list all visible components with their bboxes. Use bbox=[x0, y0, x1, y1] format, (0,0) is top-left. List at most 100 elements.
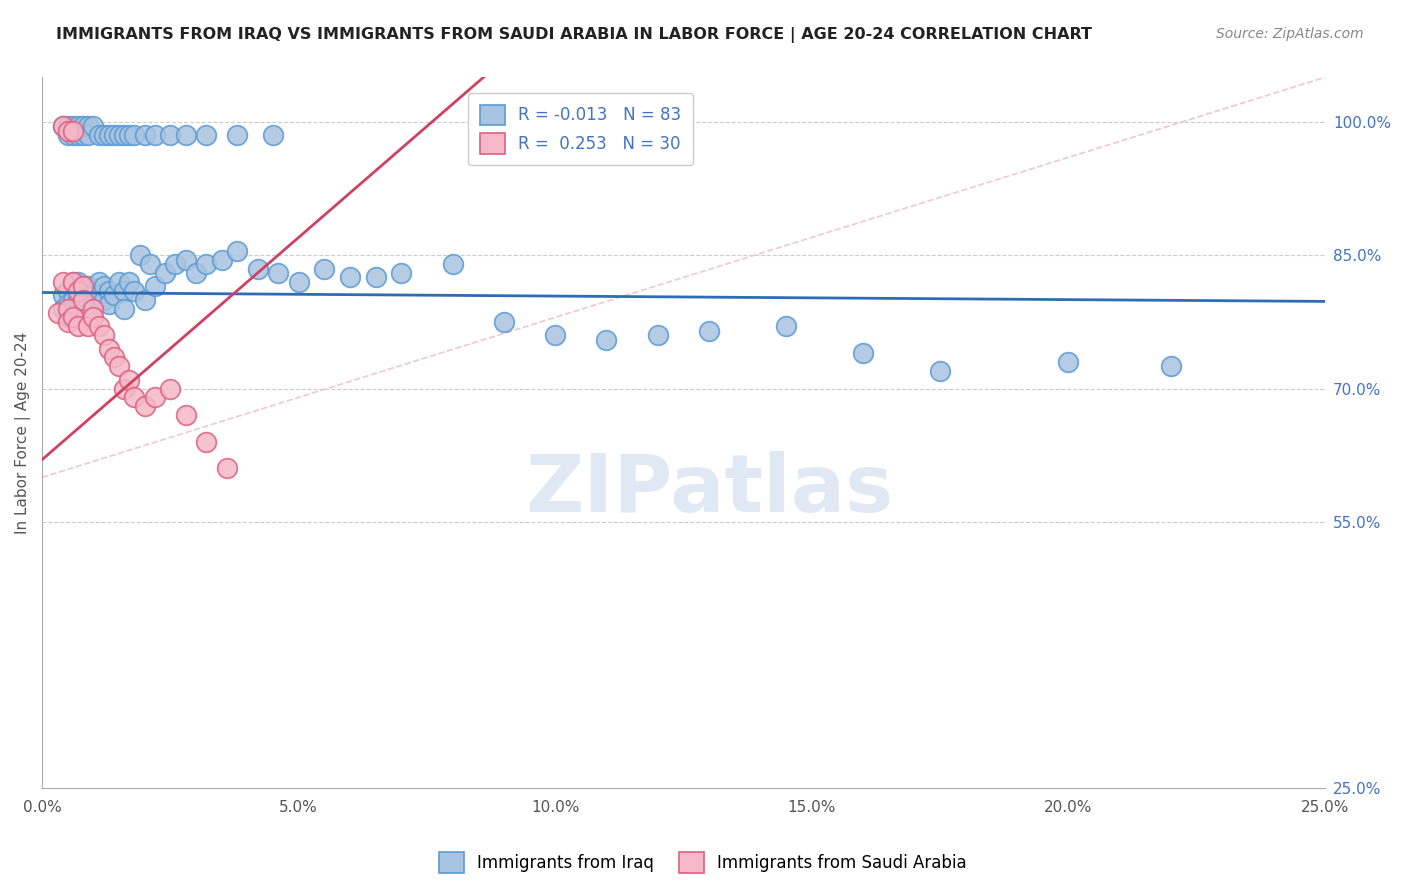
Point bbox=[97, 297, 120, 311]
Point bbox=[93, 128, 115, 143]
Point bbox=[56, 301, 79, 316]
Legend: Immigrants from Iraq, Immigrants from Saudi Arabia: Immigrants from Iraq, Immigrants from Sa… bbox=[432, 846, 974, 880]
Point bbox=[82, 284, 104, 298]
Point bbox=[62, 128, 84, 143]
Point bbox=[124, 284, 146, 298]
Point bbox=[52, 120, 75, 134]
Legend: R = -0.013   N = 83, R =  0.253   N = 30: R = -0.013 N = 83, R = 0.253 N = 30 bbox=[468, 93, 693, 165]
Point bbox=[52, 275, 75, 289]
Point bbox=[118, 275, 141, 289]
Point bbox=[97, 284, 120, 298]
Point bbox=[103, 351, 125, 365]
Point bbox=[108, 359, 131, 374]
Point bbox=[143, 279, 166, 293]
Point bbox=[93, 279, 115, 293]
Point bbox=[62, 124, 84, 138]
Point bbox=[262, 128, 284, 143]
Point bbox=[697, 324, 720, 338]
Point bbox=[112, 382, 135, 396]
Point bbox=[103, 288, 125, 302]
Point bbox=[72, 301, 94, 316]
Point bbox=[66, 284, 89, 298]
Point bbox=[441, 257, 464, 271]
Point bbox=[56, 124, 79, 138]
Point bbox=[82, 297, 104, 311]
Point bbox=[87, 288, 110, 302]
Point bbox=[103, 128, 125, 143]
Point bbox=[46, 306, 69, 320]
Point bbox=[174, 408, 197, 422]
Text: IMMIGRANTS FROM IRAQ VS IMMIGRANTS FROM SAUDI ARABIA IN LABOR FORCE | AGE 20-24 : IMMIGRANTS FROM IRAQ VS IMMIGRANTS FROM … bbox=[56, 27, 1092, 43]
Point bbox=[118, 128, 141, 143]
Point bbox=[1160, 359, 1182, 374]
Point bbox=[246, 261, 269, 276]
Point bbox=[492, 315, 515, 329]
Point bbox=[112, 284, 135, 298]
Point bbox=[56, 310, 79, 325]
Point bbox=[195, 257, 218, 271]
Point bbox=[56, 120, 79, 134]
Point bbox=[56, 128, 79, 143]
Point bbox=[108, 128, 131, 143]
Point bbox=[124, 128, 146, 143]
Point bbox=[195, 434, 218, 449]
Point bbox=[52, 301, 75, 316]
Point bbox=[52, 120, 75, 134]
Point bbox=[339, 270, 361, 285]
Point bbox=[118, 373, 141, 387]
Point bbox=[124, 391, 146, 405]
Point bbox=[62, 275, 84, 289]
Text: ZIPatlas: ZIPatlas bbox=[524, 450, 893, 529]
Point bbox=[56, 297, 79, 311]
Point bbox=[87, 319, 110, 334]
Point bbox=[72, 279, 94, 293]
Point bbox=[775, 319, 797, 334]
Point bbox=[66, 293, 89, 307]
Point bbox=[134, 128, 156, 143]
Point bbox=[77, 128, 100, 143]
Point bbox=[87, 128, 110, 143]
Point bbox=[314, 261, 336, 276]
Point bbox=[134, 399, 156, 413]
Y-axis label: In Labor Force | Age 20-24: In Labor Force | Age 20-24 bbox=[15, 332, 31, 534]
Point bbox=[82, 301, 104, 316]
Point bbox=[544, 328, 567, 343]
Point bbox=[66, 120, 89, 134]
Point bbox=[97, 128, 120, 143]
Point bbox=[184, 266, 207, 280]
Point bbox=[66, 275, 89, 289]
Point bbox=[143, 391, 166, 405]
Point bbox=[595, 333, 617, 347]
Point bbox=[174, 128, 197, 143]
Point bbox=[174, 252, 197, 267]
Point bbox=[77, 279, 100, 293]
Point bbox=[56, 315, 79, 329]
Point bbox=[139, 257, 162, 271]
Point bbox=[928, 364, 950, 378]
Point bbox=[72, 279, 94, 293]
Point bbox=[62, 310, 84, 325]
Text: Source: ZipAtlas.com: Source: ZipAtlas.com bbox=[1216, 27, 1364, 41]
Point bbox=[108, 275, 131, 289]
Point bbox=[72, 120, 94, 134]
Point bbox=[72, 293, 94, 307]
Point bbox=[72, 128, 94, 143]
Point bbox=[287, 275, 309, 289]
Point bbox=[93, 328, 115, 343]
Point bbox=[165, 257, 187, 271]
Point bbox=[77, 319, 100, 334]
Point bbox=[82, 120, 104, 134]
Point bbox=[226, 128, 249, 143]
Point bbox=[159, 382, 181, 396]
Point bbox=[97, 342, 120, 356]
Point bbox=[112, 301, 135, 316]
Point bbox=[143, 128, 166, 143]
Point bbox=[159, 128, 181, 143]
Point bbox=[647, 328, 669, 343]
Point bbox=[195, 128, 218, 143]
Point bbox=[852, 346, 875, 360]
Point bbox=[62, 275, 84, 289]
Point bbox=[134, 293, 156, 307]
Point bbox=[226, 244, 249, 258]
Point bbox=[77, 293, 100, 307]
